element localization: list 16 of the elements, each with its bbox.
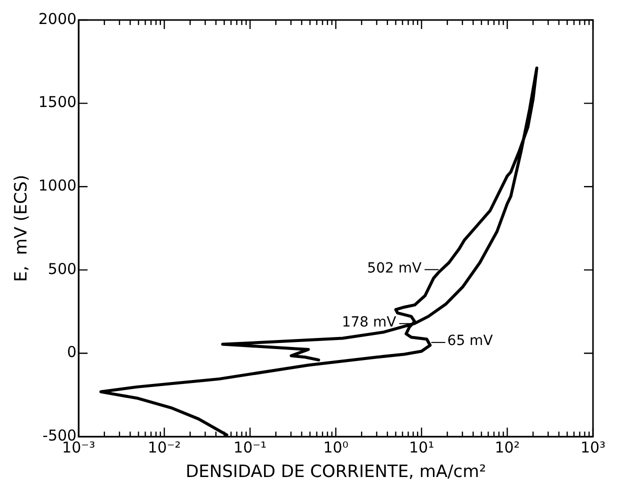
x-tick-label: 10¹	[408, 438, 434, 456]
x-tick-label: 10⁻²	[148, 438, 181, 456]
x-tick-label: 10³	[580, 438, 606, 456]
y-tick-label: 1500	[38, 93, 77, 112]
x-tick-label: 10⁻¹	[234, 438, 267, 456]
y-tick-label: 500	[48, 260, 77, 278]
x-tick-label: 10²	[494, 438, 520, 456]
y-tick-label: 2000	[38, 10, 77, 28]
annotation: 65 mV	[447, 333, 494, 350]
x-tick-label: 10⁰	[323, 438, 348, 456]
annotation: 178 mV	[342, 314, 397, 330]
y-tick-label: 0	[67, 343, 77, 362]
x-axis-title: DENSIDAD DE CORRIENTE, mA/cm²	[186, 462, 486, 482]
y-tick-label: 1000	[38, 176, 77, 195]
annotation: 502 mV	[367, 260, 422, 276]
y-axis-title: E, mV (ECS)	[12, 174, 32, 282]
